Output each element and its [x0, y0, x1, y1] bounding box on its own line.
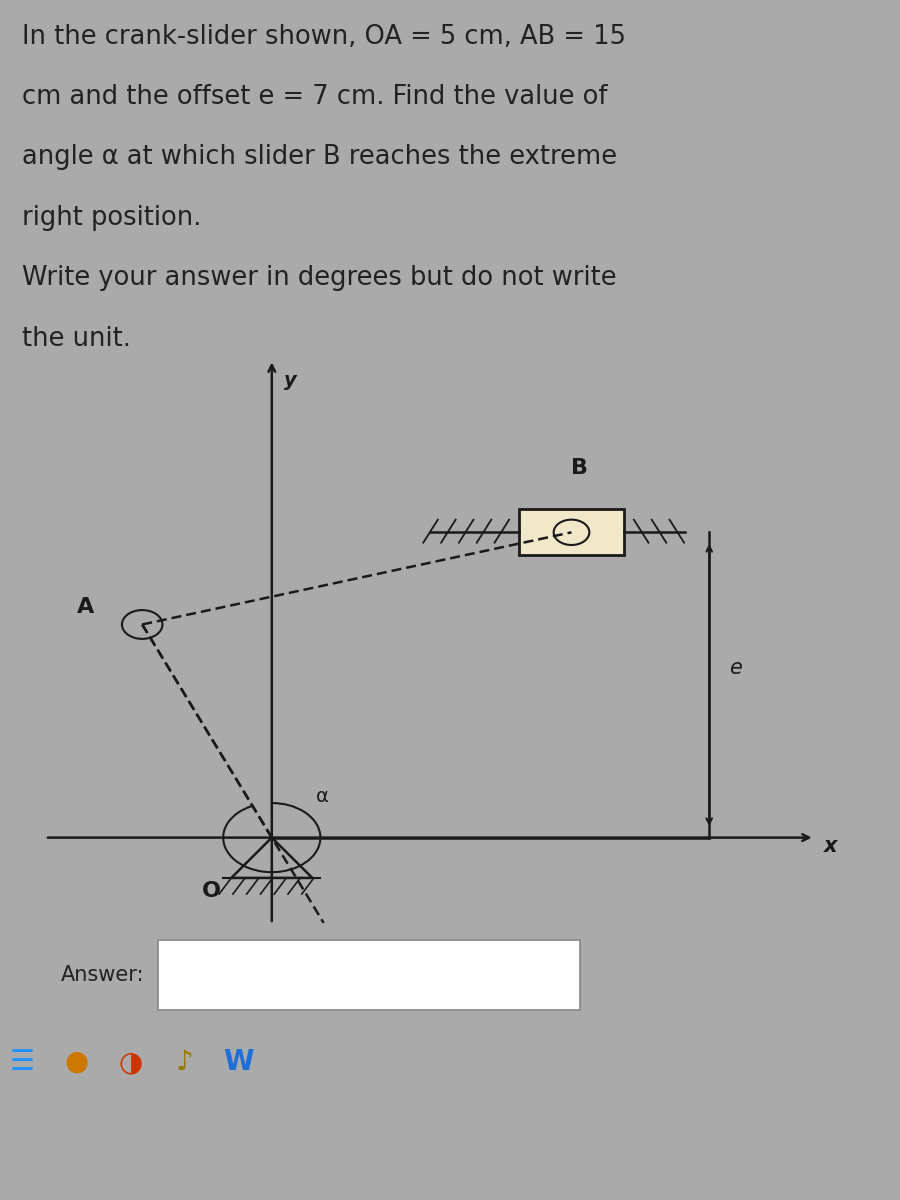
Text: ♪: ♪: [176, 1048, 194, 1076]
Text: e: e: [729, 658, 742, 678]
Text: B: B: [572, 457, 588, 478]
Text: W: W: [223, 1048, 254, 1076]
Bar: [519, 509, 625, 556]
Text: In the crank-slider shown, OA = 5 cm, AB = 15: In the crank-slider shown, OA = 5 cm, AB…: [22, 24, 626, 49]
Text: Write your answer in degrees but do not write: Write your answer in degrees but do not …: [22, 265, 617, 292]
Text: A: A: [76, 598, 94, 617]
Text: ◑: ◑: [119, 1048, 142, 1076]
Text: angle α at which slider B reaches the extreme: angle α at which slider B reaches the ex…: [22, 144, 617, 170]
Text: Answer:: Answer:: [61, 965, 145, 985]
Text: α: α: [317, 787, 329, 806]
Text: ☰: ☰: [10, 1048, 35, 1076]
Text: right position.: right position.: [22, 205, 202, 230]
Text: the unit.: the unit.: [22, 326, 131, 352]
Bar: [158, 940, 580, 1010]
Text: cm and the offset e = 7 cm. Find the value of: cm and the offset e = 7 cm. Find the val…: [22, 84, 608, 110]
Text: O: O: [202, 881, 220, 901]
Text: ●: ●: [65, 1048, 88, 1076]
Text: y: y: [284, 371, 297, 390]
Text: DELL: DELL: [381, 1126, 519, 1174]
Text: x: x: [824, 836, 838, 857]
